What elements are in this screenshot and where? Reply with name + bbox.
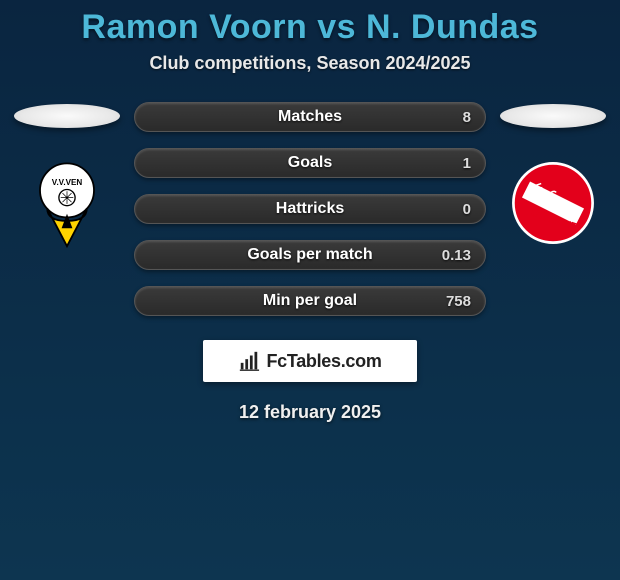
stat-row-hattricks: Hattricks 0 bbox=[134, 194, 486, 224]
footer-date: 12 february 2025 bbox=[0, 402, 620, 423]
right-team-crest: F C UTRECHT bbox=[503, 158, 603, 248]
brand-badge[interactable]: FcTables.com bbox=[203, 340, 417, 382]
stat-row-matches: Matches 8 bbox=[134, 102, 486, 132]
page-title: Ramon Voorn vs N. Dundas bbox=[0, 8, 620, 47]
stat-label: Min per goal bbox=[263, 292, 357, 310]
stat-row-goals-per-match: Goals per match 0.13 bbox=[134, 240, 486, 270]
vvv-venlo-crest-icon: V.V.VEN bbox=[19, 158, 115, 248]
comparison-card: Ramon Voorn vs N. Dundas Club competitio… bbox=[0, 0, 620, 423]
stat-label: Hattricks bbox=[276, 200, 344, 218]
svg-text:V.V.VEN: V.V.VEN bbox=[52, 178, 83, 187]
left-team-crest: V.V.VEN bbox=[17, 158, 117, 248]
stat-label: Goals bbox=[288, 154, 332, 172]
stat-row-goals: Goals 1 bbox=[134, 148, 486, 178]
left-team-column: V.V.VEN bbox=[12, 102, 122, 248]
right-team-column: F C UTRECHT bbox=[498, 102, 608, 248]
stats-column: Matches 8 Goals 1 Hattricks 0 Goals per … bbox=[134, 102, 486, 316]
stat-label: Goals per match bbox=[247, 246, 372, 264]
stat-right-value: 758 bbox=[446, 293, 471, 310]
stat-right-value: 0.13 bbox=[442, 247, 471, 264]
stat-row-min-per-goal: Min per goal 758 bbox=[134, 286, 486, 316]
bar-chart-icon bbox=[238, 350, 260, 372]
stat-right-value: 1 bbox=[463, 155, 471, 172]
left-player-ellipse bbox=[14, 104, 120, 128]
subtitle: Club competitions, Season 2024/2025 bbox=[0, 53, 620, 74]
main-row: V.V.VEN Matches 8 Goals 1 bbox=[0, 102, 620, 316]
brand-text: FcTables.com bbox=[266, 351, 381, 372]
stat-right-value: 8 bbox=[463, 109, 471, 126]
stat-label: Matches bbox=[278, 108, 342, 126]
fc-utrecht-crest-icon: F C UTRECHT bbox=[505, 158, 601, 248]
stat-right-value: 0 bbox=[463, 201, 471, 218]
right-player-ellipse bbox=[500, 104, 606, 128]
